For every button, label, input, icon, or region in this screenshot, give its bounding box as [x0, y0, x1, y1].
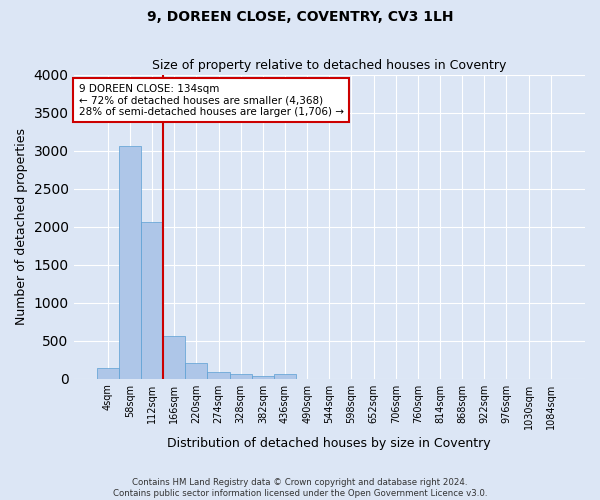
Title: Size of property relative to detached houses in Coventry: Size of property relative to detached ho…	[152, 59, 506, 72]
Bar	[252, 376, 274, 378]
Bar	[274, 374, 296, 378]
Bar	[97, 368, 119, 378]
Text: 9 DOREEN CLOSE: 134sqm
← 72% of detached houses are smaller (4,368)
28% of semi-: 9 DOREEN CLOSE: 134sqm ← 72% of detached…	[79, 84, 344, 117]
Bar	[141, 222, 163, 378]
Bar	[119, 146, 141, 378]
Bar	[185, 364, 208, 378]
Text: 9, DOREEN CLOSE, COVENTRY, CV3 1LH: 9, DOREEN CLOSE, COVENTRY, CV3 1LH	[147, 10, 453, 24]
Bar	[163, 336, 185, 378]
Bar	[230, 374, 252, 378]
Bar	[208, 372, 230, 378]
X-axis label: Distribution of detached houses by size in Coventry: Distribution of detached houses by size …	[167, 437, 491, 450]
Text: Contains HM Land Registry data © Crown copyright and database right 2024.
Contai: Contains HM Land Registry data © Crown c…	[113, 478, 487, 498]
Y-axis label: Number of detached properties: Number of detached properties	[15, 128, 28, 325]
